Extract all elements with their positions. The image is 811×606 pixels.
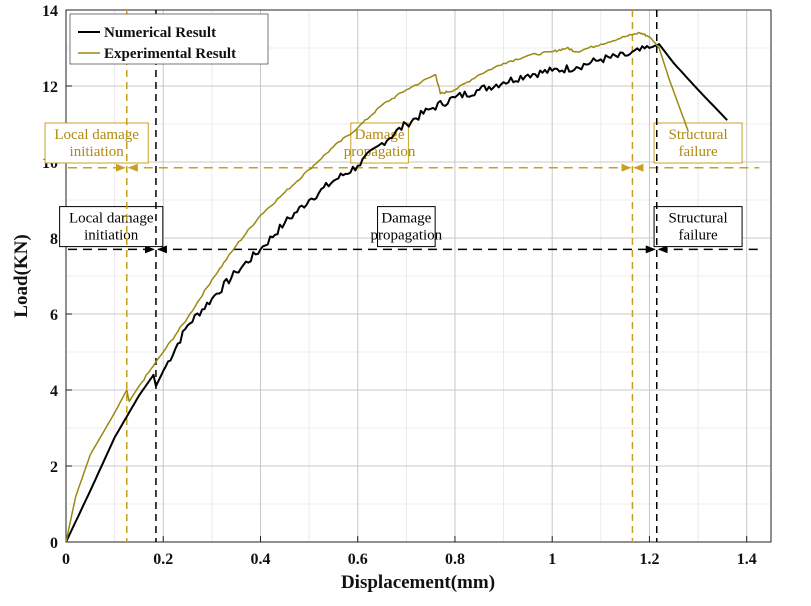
x-tick-label: 0 (62, 551, 70, 568)
phase-label-box (653, 122, 743, 164)
legend: Numerical Result Experimental Result (69, 13, 269, 65)
phase-label-text: failure (678, 144, 717, 160)
x-tick-label: 1.4 (737, 551, 757, 568)
phase-label-text: propagation (371, 228, 443, 244)
y-tick-label: 2 (50, 459, 58, 476)
phase-label-text: initiation (84, 228, 139, 244)
series-line-numerical (65, 43, 728, 543)
phase-label-text: propagation (344, 144, 416, 160)
legend-label-experimental: Experimental Result (104, 46, 236, 62)
y-tick-label: 0 (50, 535, 58, 552)
x-tick-label: 1.2 (639, 551, 659, 568)
series-line-experimental (65, 31, 690, 543)
x-tick-label: 0.6 (348, 551, 368, 568)
phase-label-text: Damage (355, 127, 405, 143)
x-tick-label: 0.8 (445, 551, 465, 568)
phase-label-text: failure (678, 228, 717, 244)
phase-label-text: Structural (668, 211, 727, 227)
phase-label-text: Local damage (54, 127, 139, 143)
x-axis-title: Displacement(mm) (341, 572, 495, 593)
y-tick-label: 8 (50, 231, 58, 248)
y-axis-title: Load(KN) (11, 234, 32, 317)
phase-label-text: Damage (381, 211, 431, 227)
data-series (65, 31, 728, 543)
x-tick-label: 0.4 (250, 551, 270, 568)
y-tick-label: 6 (50, 307, 58, 324)
x-tick-label: 1 (548, 551, 556, 568)
phase-annotations: Local damageinitiationDamagepropagationS… (44, 10, 760, 542)
phase-label-text: Local damage (69, 211, 154, 227)
phase-label-box (44, 122, 149, 164)
phase-label-box (377, 206, 436, 248)
phase-label-box (653, 206, 743, 248)
y-tick-label: 4 (50, 383, 58, 400)
phase-label-text: Structural (668, 127, 727, 143)
grid-lines (66, 10, 771, 542)
axis-ticks: 00.20.40.60.811.21.402468101214 (42, 3, 757, 568)
plot-area-frame (65, 9, 772, 543)
phase-label-box (350, 122, 409, 164)
legend-box (69, 13, 269, 65)
legend-label-numerical: Numerical Result (104, 25, 216, 41)
phase-label-text: initiation (70, 144, 125, 160)
y-tick-label: 12 (42, 79, 58, 96)
phase-label-box (59, 206, 164, 248)
x-tick-label: 0.2 (153, 551, 173, 568)
y-tick-label: 14 (42, 3, 58, 20)
